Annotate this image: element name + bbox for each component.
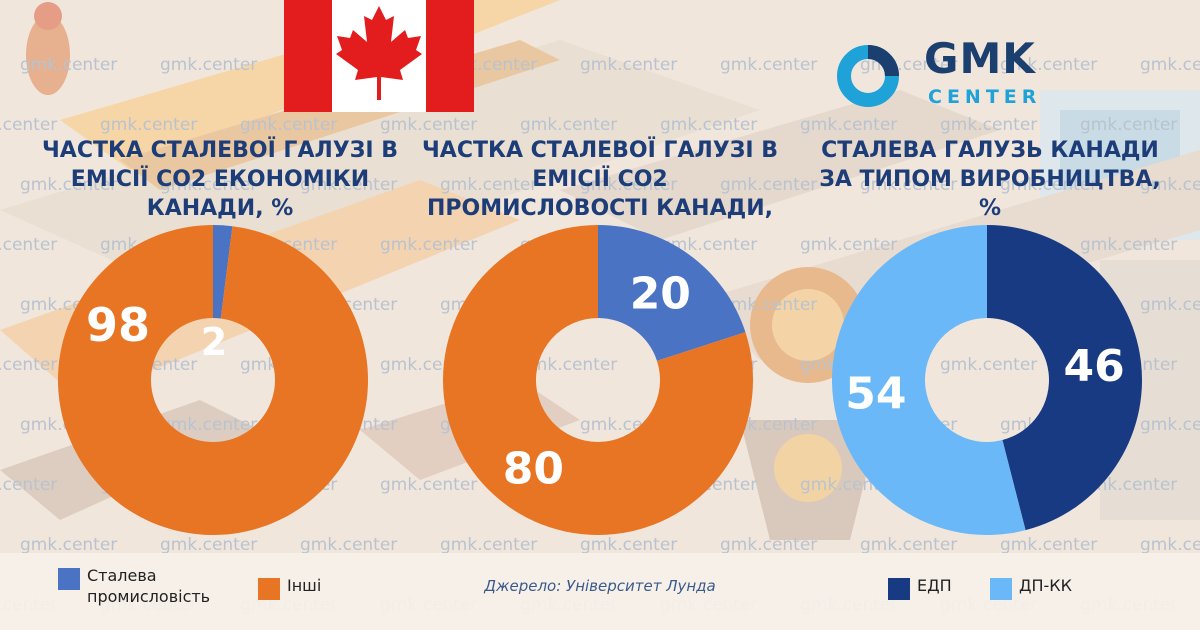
watermark-text-26: gmk.center	[1140, 175, 1200, 195]
watermark-text-22: gmk.center	[580, 175, 677, 195]
data-label-economy-0: 2	[201, 320, 227, 364]
watermark-text-55: gmk.center	[160, 415, 257, 435]
logo-subword: CENTER	[928, 86, 1042, 108]
donut-slice-economy-0	[213, 225, 233, 319]
watermark-text-63: gmk.center	[0, 475, 57, 495]
chart-title-production-type: Сталева галузь Канади за типом виробницт…	[819, 138, 1161, 221]
legend-item-others: Інші	[258, 575, 321, 600]
logo-word: GMK	[924, 34, 1036, 83]
watermark-text-7: gmk.center	[1000, 55, 1097, 75]
watermark-text-9: gmk.center	[0, 115, 57, 135]
data-label-industry-0: 20	[630, 269, 691, 320]
data-label-production-type-1: 54	[845, 369, 906, 420]
chart-title-industry: Частка сталевої галузі в емісії CO2 пром…	[422, 138, 778, 250]
watermark-text-25: gmk.center	[1000, 175, 1097, 195]
watermark-text-44: gmk.center	[1140, 295, 1200, 315]
watermark-text-14: gmk.center	[660, 115, 757, 135]
watermark-text-4: gmk.center	[580, 55, 677, 75]
watermark-text-41: gmk.center	[720, 295, 817, 315]
watermark-text-24: gmk.center	[860, 175, 957, 195]
watermark-text-75: gmk.center	[440, 535, 537, 555]
legend-label-steel-industry: Сталева промисловість	[87, 566, 211, 606]
watermark-text-66: gmk.center	[380, 475, 477, 495]
watermark-text-8: gmk.center	[1140, 55, 1200, 75]
watermark-text-62: gmk.center	[1140, 415, 1200, 435]
watermark-text-30: gmk.center	[380, 235, 477, 255]
watermark-text-45: gmk.center	[0, 355, 57, 375]
watermark-text-77: gmk.center	[720, 535, 817, 555]
watermark-text-76: gmk.center	[580, 535, 677, 555]
watermark-text-20: gmk.center	[300, 175, 397, 195]
donut-slice-economy-1	[57, 225, 368, 535]
watermark-text-79: gmk.center	[1000, 535, 1097, 555]
watermark-text-80: gmk.center	[1140, 535, 1200, 555]
watermark-text-1: gmk.center	[160, 55, 257, 75]
watermark-text-23: gmk.center	[720, 175, 817, 195]
legend-swatch-others	[258, 578, 280, 600]
chart-title-economy: Частка сталевої галузі в емісії CO2 екон…	[42, 138, 398, 221]
gmk-center-logo: GMK CENTER	[832, 36, 1052, 116]
watermark-text-35: gmk.center	[1080, 235, 1177, 255]
legend-label-eaf: ЕДП	[917, 576, 952, 595]
watermark-text-74: gmk.center	[300, 535, 397, 555]
source-note: Джерело: Університет Лунда	[484, 577, 716, 595]
donut-slice-production-type-1	[831, 225, 1026, 535]
watermark-text-5: gmk.center	[720, 55, 817, 75]
gmk-ring-icon	[837, 45, 899, 107]
data-label-industry-1: 80	[503, 443, 564, 494]
maple-leaf-icon	[336, 6, 422, 100]
watermark-text-0: gmk.center	[20, 55, 117, 75]
watermark-text-17: gmk.center	[1080, 115, 1177, 135]
legend-item-eaf: ЕДП	[888, 575, 952, 600]
watermark-text-19: gmk.center	[160, 175, 257, 195]
donut-slice-production-type-0	[987, 225, 1142, 531]
watermark-text-11: gmk.center	[240, 115, 337, 135]
watermark-text-32: gmk.center	[660, 235, 757, 255]
donut-economy: 2 98	[57, 225, 368, 535]
watermark-text-13: gmk.center	[520, 115, 617, 135]
data-label-economy-1: 98	[86, 298, 150, 352]
canada-flag	[284, 0, 474, 112]
watermark-text-73: gmk.center	[160, 535, 257, 555]
donut-slice-industry-1	[443, 225, 754, 535]
legend-swatch-eaf	[888, 578, 910, 600]
legend-item-bf-bof: ДП-КК	[990, 575, 1072, 600]
data-label-production-type-0: 46	[1064, 341, 1125, 392]
watermark-text-21: gmk.center	[440, 175, 537, 195]
watermark-text-15: gmk.center	[800, 115, 897, 135]
watermark-text-27: gmk.center	[0, 235, 57, 255]
watermark-text-18: gmk.center	[20, 175, 117, 195]
donut-production-type: 46 54	[831, 225, 1142, 535]
watermark-text-72: gmk.center	[20, 535, 117, 555]
legend-label-others: Інші	[287, 576, 322, 595]
watermark-text-49: gmk.center	[520, 355, 617, 375]
donut-slice-industry-0	[598, 225, 746, 361]
legend-label-bf-bof: ДП-КК	[1019, 576, 1073, 595]
watermark-text-33: gmk.center	[800, 235, 897, 255]
watermark-text-12: gmk.center	[380, 115, 477, 135]
watermark-text-16: gmk.center	[940, 115, 1037, 135]
watermark-text-10: gmk.center	[100, 115, 197, 135]
legend-swatch-steel-industry	[58, 568, 80, 590]
watermark-text-78: gmk.center	[860, 535, 957, 555]
legend-swatch-bf-bof	[990, 578, 1012, 600]
legend-item-steel-industry: Сталева промисловість	[58, 565, 237, 607]
watermark-text-52: gmk.center	[940, 355, 1037, 375]
